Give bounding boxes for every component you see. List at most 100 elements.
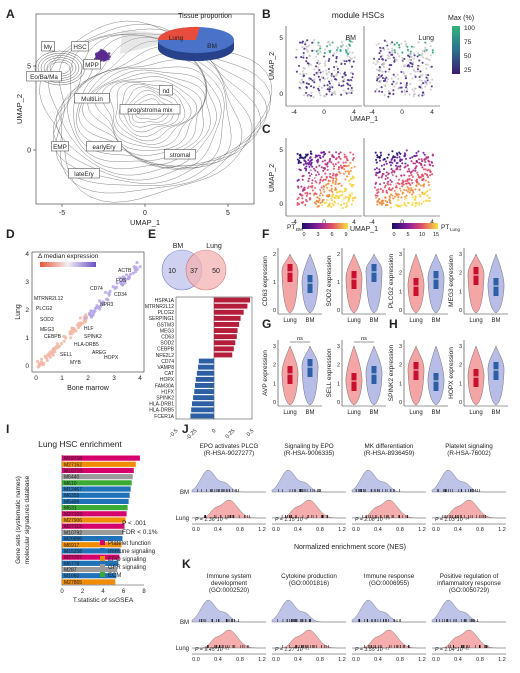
module-hsc-cell-point <box>350 89 353 92</box>
module-hsc-cell-point <box>307 62 310 65</box>
pseudotime-cell-point <box>376 199 379 202</box>
module-hsc-cell-point <box>318 78 321 81</box>
module-hsc-cell-point <box>381 58 384 61</box>
module-hsc-cell-point <box>328 71 331 74</box>
gene-name-12: CAT <box>164 371 174 377</box>
module-hsc-cell-point <box>395 81 398 84</box>
gene-set-label-2: M18719 <box>64 468 82 474</box>
fold-change-bar <box>214 322 240 327</box>
pseudotime-cell-point <box>414 169 417 172</box>
pseudotime-cell-point <box>404 153 407 156</box>
module-hsc-cell-point <box>375 43 378 46</box>
violin-y-tick: 1 <box>337 280 340 286</box>
fold-change-bar <box>214 297 251 303</box>
pseudotime-cell-point <box>393 195 396 198</box>
violin-y-tick: 2 <box>337 363 340 369</box>
pseudotime-cell-point <box>396 161 399 165</box>
module-hsc-cell-point <box>426 63 429 66</box>
pseudotime-cell-point <box>319 192 322 195</box>
cluster-label-box <box>164 149 196 160</box>
module-hsc-cell-point <box>302 56 305 59</box>
panel-letter-i: I <box>6 422 9 436</box>
module-hsc-cell-point <box>309 55 312 58</box>
lung-ridge <box>272 629 346 649</box>
pseudotime-cell-point <box>376 203 379 206</box>
hsc-cell-point <box>101 54 104 58</box>
pseudotime-cell-point <box>332 204 335 207</box>
cluster-label-10: lateEry <box>74 171 94 178</box>
module-hsc-cell-point <box>404 40 407 43</box>
panel-e-x-tick: 0.5 <box>246 428 256 438</box>
violin-group-label: Lung <box>283 410 296 416</box>
module-hsc-cell-point <box>390 77 393 80</box>
panel-letter-a: A <box>6 7 15 21</box>
pseudotime-cell-point <box>404 165 407 168</box>
pseudotime-cell-point <box>343 202 346 205</box>
pseudotime-cell-point <box>308 197 312 200</box>
gene-point <box>64 336 68 340</box>
gene-set-label-14: M6917 <box>64 543 80 549</box>
module-hsc-cell-point <box>307 44 311 47</box>
legend-label-3: GFR signaling <box>108 565 146 571</box>
density-contour <box>37 52 83 84</box>
module-hsc-cell-point <box>382 47 385 50</box>
module-hsc-cell-point <box>351 51 354 54</box>
pseudotime-cell-point <box>334 174 337 177</box>
module-hsc-cell-point <box>305 60 308 63</box>
cluster-label-2: MPP <box>85 62 99 69</box>
pseudotime-cell-point <box>323 201 326 204</box>
gene-name-18: HLA-DRB5 <box>149 408 174 414</box>
module-hsc-cell-point <box>374 90 377 93</box>
module-hsc-cell-point <box>425 73 428 77</box>
module-hsc-cell-point <box>424 63 427 66</box>
module-hsc-cell-point <box>378 90 381 93</box>
pseudotime-cell-point <box>411 156 414 159</box>
module-hsc-cell-point <box>377 42 380 45</box>
cluster-label-box <box>83 59 101 70</box>
violin-y-tick: 0 <box>273 308 276 314</box>
module-hsc-cell-point <box>303 94 306 97</box>
violin-iqr-box <box>433 373 439 391</box>
module-hsc-cell-point <box>328 57 331 61</box>
pseudotime-cell-point <box>390 167 393 171</box>
pseudotime-cell-point <box>343 168 346 171</box>
pseudotime-cell-point <box>330 205 333 208</box>
module-hsc-cell-point <box>333 69 336 72</box>
pseudotime-cell-point <box>338 182 341 185</box>
panel-j-x-tick: 0.8 <box>236 527 244 533</box>
module-hsc-cell-point <box>302 54 305 57</box>
module-hsc-cell-point <box>424 50 427 53</box>
pseudotime-cell-point <box>375 161 378 164</box>
pseudotime-cell-point <box>316 196 319 199</box>
pseudotime-cell-point <box>334 177 337 180</box>
module-hsc-cell-point <box>421 50 424 53</box>
module-hsc-cell-point <box>380 86 383 89</box>
pseudotime-cell-point <box>415 184 418 187</box>
pseudotime-cell-point <box>328 179 331 183</box>
bm-ridge <box>191 469 266 493</box>
fold-change-bar <box>214 340 236 346</box>
panel-j-x-label: Normalized enrichment score (NES) <box>294 544 406 551</box>
module-hsc-cell-point <box>299 73 302 76</box>
venn-count-lung: 50 <box>212 268 220 275</box>
pseudotime-cell-point <box>336 191 339 194</box>
pseudotime-cell-point <box>388 195 391 198</box>
module-hsc-cell-point <box>338 84 341 87</box>
pseudotime-cell-point <box>313 201 316 204</box>
pt-bm-tick: 6 <box>330 232 333 238</box>
gene-point <box>108 289 112 293</box>
module-hsc-cell-point <box>340 84 343 88</box>
module-hsc-cell-point <box>374 63 378 66</box>
pseudotime-cell-point <box>430 160 433 163</box>
cluster-label-7: EMP <box>53 144 67 151</box>
module-hsc-cell-point <box>328 82 331 85</box>
violin-iqr-box <box>413 362 419 380</box>
pseudotime-cell-point <box>404 157 408 160</box>
pseudotime-cell-point <box>393 159 396 163</box>
pseudotime-cell-point <box>378 197 381 201</box>
pseudotime-cell-point <box>330 184 333 187</box>
ssgsea-bar <box>62 548 121 554</box>
panel-b-title: module HSCs <box>332 10 384 20</box>
violin-y-tick: 2 <box>459 363 462 369</box>
panel-j-x-tick: 0.4 <box>374 527 382 533</box>
